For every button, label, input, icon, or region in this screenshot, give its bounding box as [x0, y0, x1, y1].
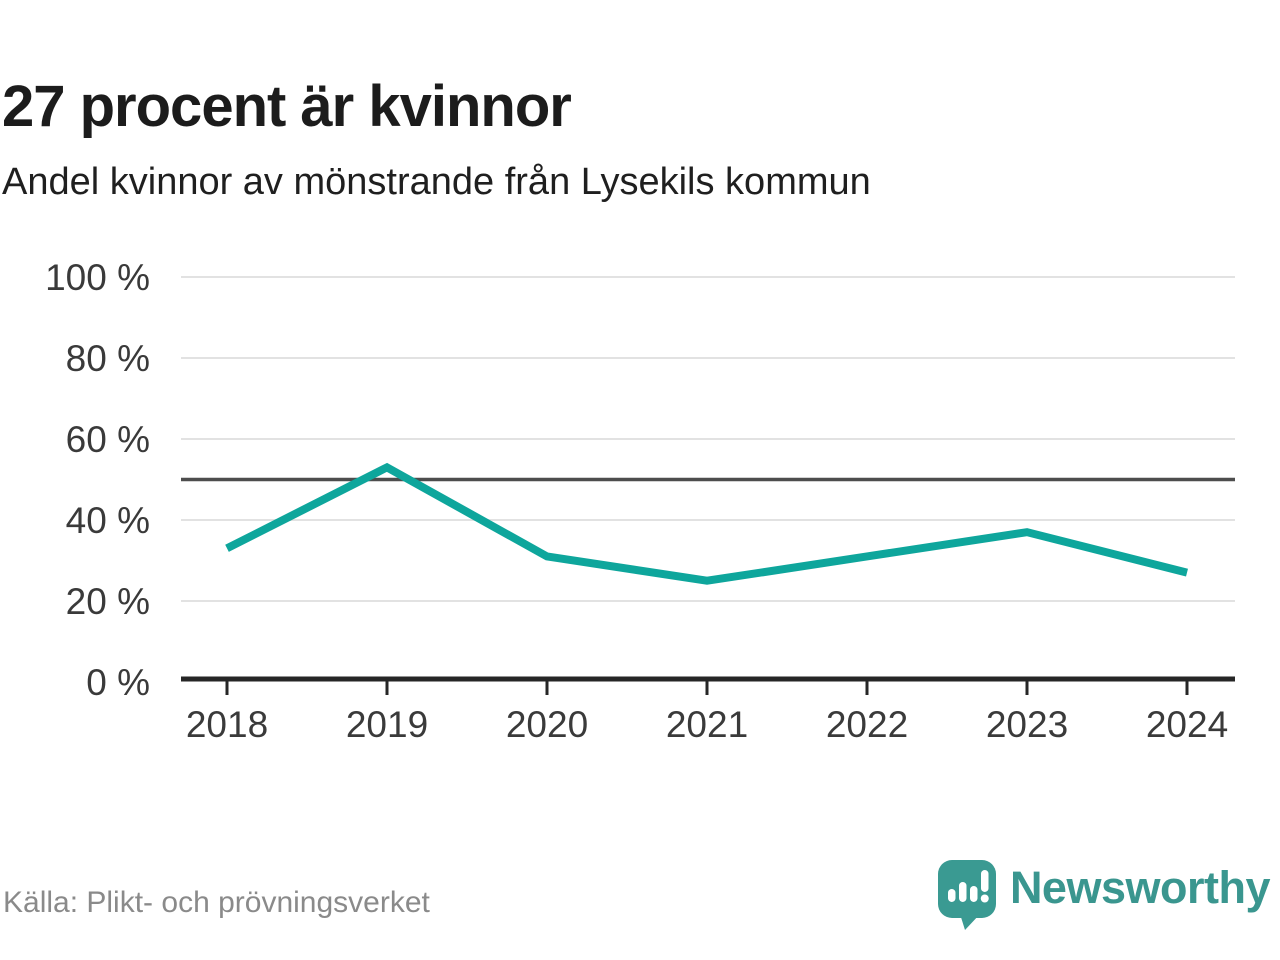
page-title: 27 procent är kvinnor [2, 73, 572, 139]
logo-exclamation-bar [980, 870, 989, 892]
y-tick-label: 20 % [66, 581, 150, 622]
page-subtitle: Andel kvinnor av mönstrande från Lysekil… [2, 161, 871, 203]
data-line [225, 462, 1188, 585]
x-tick-label: 2021 [666, 704, 748, 745]
x-tick-label: 2023 [986, 704, 1068, 745]
logo-bar-2 [958, 882, 967, 902]
brand-name: Newsworthy [1009, 861, 1271, 913]
y-tick-label: 60 % [66, 419, 150, 460]
source-note: Källa: Plikt- och prövningsverket [3, 886, 430, 919]
y-tick-label: 100 % [45, 257, 150, 298]
x-tick-label: 2022 [826, 704, 908, 745]
brand-logo: Newsworthy [936, 858, 1271, 930]
y-tick-label: 40 % [66, 500, 150, 541]
y-tick-label: 0 % [86, 662, 150, 703]
y-tick-label: 80 % [66, 338, 150, 379]
newsworthy-icon [937, 860, 996, 930]
x-tick-label: 2018 [186, 704, 268, 745]
x-tick-label: 2024 [1146, 704, 1228, 745]
logo-exclamation-dot [980, 894, 989, 903]
logo-bar-3 [969, 886, 978, 902]
logo-bubble-tail [959, 914, 980, 930]
x-tick-label: 2019 [346, 704, 428, 745]
x-tick-label: 2020 [506, 704, 588, 745]
logo-bar-1 [947, 889, 956, 902]
